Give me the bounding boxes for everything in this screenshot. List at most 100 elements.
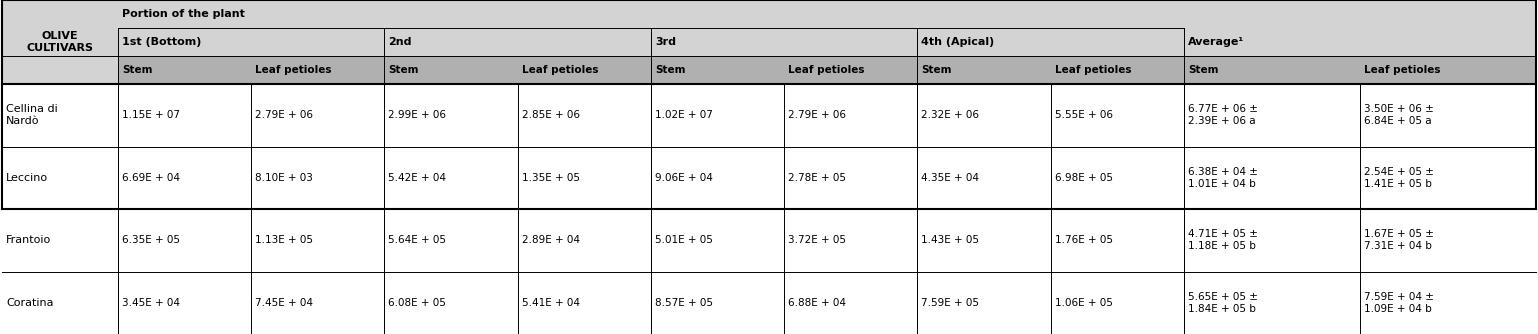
Bar xyxy=(1184,28,1536,56)
Bar xyxy=(251,272,384,334)
Text: Frantoio: Frantoio xyxy=(6,235,51,245)
Text: 2.32E + 06: 2.32E + 06 xyxy=(921,110,980,120)
Text: 1.76E + 05: 1.76E + 05 xyxy=(1055,235,1112,245)
Bar xyxy=(118,28,384,56)
Text: 5.01E + 05: 5.01E + 05 xyxy=(655,235,712,245)
Bar xyxy=(651,56,784,84)
Text: 1st (Bottom): 1st (Bottom) xyxy=(122,37,201,47)
Bar xyxy=(384,84,518,147)
Bar xyxy=(651,84,784,147)
Text: 2.79E + 06: 2.79E + 06 xyxy=(255,110,314,120)
Bar xyxy=(1184,84,1360,147)
Text: 2nd: 2nd xyxy=(388,37,412,47)
Bar xyxy=(917,56,1050,84)
Text: 2.78E + 05: 2.78E + 05 xyxy=(787,173,846,183)
Text: 5.42E + 04: 5.42E + 04 xyxy=(388,173,446,183)
Bar xyxy=(784,209,917,272)
Bar xyxy=(1360,209,1536,272)
Bar xyxy=(518,56,651,84)
Text: Leaf petioles: Leaf petioles xyxy=(255,65,332,75)
Bar xyxy=(651,209,784,272)
Bar xyxy=(1050,84,1184,147)
Text: 1.67E + 05 ±
7.31E + 04 b: 1.67E + 05 ± 7.31E + 04 b xyxy=(1364,229,1433,251)
Text: Leccino: Leccino xyxy=(6,173,48,183)
Text: 6.38E + 04 ±
1.01E + 04 b: 6.38E + 04 ± 1.01E + 04 b xyxy=(1187,167,1258,189)
Bar xyxy=(917,272,1050,334)
Text: 3.45E + 04: 3.45E + 04 xyxy=(122,298,180,308)
Bar xyxy=(784,147,917,209)
Text: 4th (Apical): 4th (Apical) xyxy=(921,37,995,47)
Bar xyxy=(2,272,118,334)
Bar xyxy=(1360,147,1536,209)
Text: 6.69E + 04: 6.69E + 04 xyxy=(122,173,180,183)
Bar xyxy=(651,28,917,56)
Bar xyxy=(118,209,251,272)
Text: 4.71E + 05 ±
1.18E + 05 b: 4.71E + 05 ± 1.18E + 05 b xyxy=(1187,229,1258,251)
Text: 5.65E + 05 ±
1.84E + 05 b: 5.65E + 05 ± 1.84E + 05 b xyxy=(1187,292,1258,314)
Bar xyxy=(251,209,384,272)
Bar xyxy=(384,56,518,84)
Text: 3.50E + 06 ±
6.84E + 05 a: 3.50E + 06 ± 6.84E + 05 a xyxy=(1364,105,1433,126)
Text: 1.06E + 05: 1.06E + 05 xyxy=(1055,298,1112,308)
Bar xyxy=(1360,84,1536,147)
Text: 2.89E + 04: 2.89E + 04 xyxy=(521,235,580,245)
Bar xyxy=(118,84,251,147)
Text: 6.08E + 05: 6.08E + 05 xyxy=(388,298,446,308)
Bar xyxy=(384,272,518,334)
Text: Stem: Stem xyxy=(655,65,686,75)
Text: 1.43E + 05: 1.43E + 05 xyxy=(921,235,980,245)
Text: 7.45E + 04: 7.45E + 04 xyxy=(255,298,314,308)
Text: Stem: Stem xyxy=(921,65,952,75)
Text: 8.57E + 05: 8.57E + 05 xyxy=(655,298,712,308)
Text: 5.64E + 05: 5.64E + 05 xyxy=(388,235,446,245)
Text: 6.77E + 06 ±
2.39E + 06 a: 6.77E + 06 ± 2.39E + 06 a xyxy=(1187,105,1258,126)
Text: Leaf petioles: Leaf petioles xyxy=(1364,65,1441,75)
Text: Stem: Stem xyxy=(122,65,152,75)
Text: OLIVE
CULTIVARS: OLIVE CULTIVARS xyxy=(26,31,94,53)
Text: Average¹: Average¹ xyxy=(1187,37,1244,47)
Bar xyxy=(118,272,251,334)
Bar xyxy=(1184,209,1360,272)
Bar xyxy=(518,84,651,147)
Text: 9.06E + 04: 9.06E + 04 xyxy=(655,173,712,183)
Bar xyxy=(384,147,518,209)
Bar xyxy=(651,272,784,334)
Bar xyxy=(118,147,251,209)
Bar xyxy=(917,84,1050,147)
Bar xyxy=(518,147,651,209)
Bar xyxy=(2,0,118,84)
Bar xyxy=(784,272,917,334)
Text: 6.88E + 04: 6.88E + 04 xyxy=(787,298,846,308)
Bar xyxy=(1360,272,1536,334)
Text: Leaf petioles: Leaf petioles xyxy=(521,65,598,75)
Bar xyxy=(1184,56,1360,84)
Text: Stem: Stem xyxy=(1187,65,1218,75)
Bar xyxy=(1050,56,1184,84)
Text: 1.13E + 05: 1.13E + 05 xyxy=(255,235,314,245)
Text: Leaf petioles: Leaf petioles xyxy=(787,65,864,75)
Text: 7.59E + 04 ±
1.09E + 04 b: 7.59E + 04 ± 1.09E + 04 b xyxy=(1364,292,1433,314)
Bar xyxy=(1184,0,1536,28)
Text: 3.72E + 05: 3.72E + 05 xyxy=(787,235,846,245)
Bar xyxy=(1184,272,1360,334)
Text: 1.02E + 07: 1.02E + 07 xyxy=(655,110,712,120)
Bar xyxy=(917,209,1050,272)
Text: 6.35E + 05: 6.35E + 05 xyxy=(122,235,180,245)
Bar xyxy=(2,209,118,272)
Text: Coratina: Coratina xyxy=(6,298,54,308)
Bar xyxy=(384,28,651,56)
Text: Leaf petioles: Leaf petioles xyxy=(1055,65,1130,75)
Bar xyxy=(1360,56,1536,84)
Text: 1.35E + 05: 1.35E + 05 xyxy=(521,173,580,183)
Text: 5.41E + 04: 5.41E + 04 xyxy=(521,298,580,308)
Bar xyxy=(1050,272,1184,334)
Text: 2.85E + 06: 2.85E + 06 xyxy=(521,110,580,120)
Bar xyxy=(118,56,251,84)
Bar xyxy=(251,147,384,209)
Text: Stem: Stem xyxy=(388,65,418,75)
Text: Cellina di
Nardò: Cellina di Nardò xyxy=(6,105,58,126)
Text: 3rd: 3rd xyxy=(655,37,675,47)
Text: 2.99E + 06: 2.99E + 06 xyxy=(388,110,446,120)
Text: 2.54E + 05 ±
1.41E + 05 b: 2.54E + 05 ± 1.41E + 05 b xyxy=(1364,167,1433,189)
Bar xyxy=(2,84,118,147)
